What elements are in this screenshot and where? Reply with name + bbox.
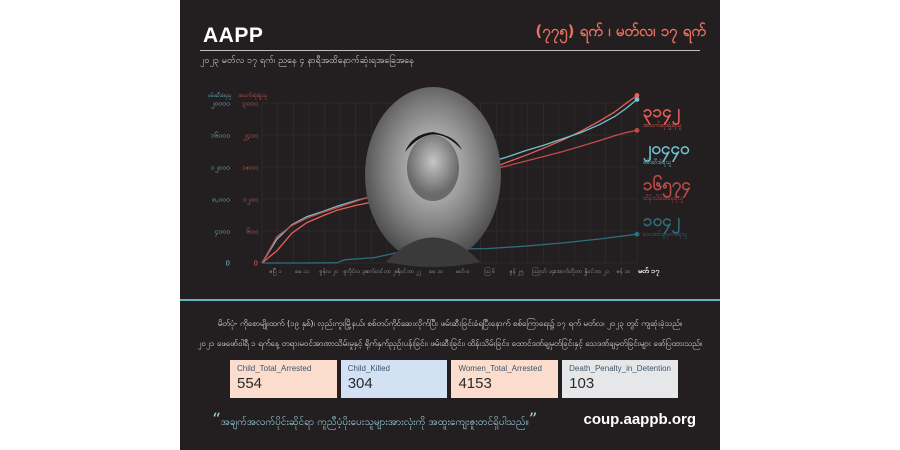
series-end-marker: [634, 97, 640, 102]
series-name-label: သေဒဏ်ချမှတ်ခံရသူ: [643, 230, 687, 239]
headline: (၇၇၅) ရက် ၊ မတ်လ၊ ၁၇ ရက်: [535, 22, 706, 40]
right-tick-label: ၆၀၀: [246, 228, 258, 236]
series-name-label: ထိန်းသိမ်းခံနေရသူ: [643, 194, 683, 203]
stat-label: Women_Total_Arrested: [458, 364, 542, 373]
subtitle: ၂၀၂၃ မတ်လ ၁၇ ရက်၊ ညနေ ၄ နာရီအထိနောက်ဆုံး…: [200, 56, 414, 66]
x-tick-label: ဇွန်လ ၂၀: [320, 267, 339, 276]
website-link[interactable]: coup.aappb.org: [583, 411, 697, 428]
portrait-photo: [365, 87, 501, 267]
close-quote-icon: ”: [528, 410, 538, 430]
left-tick-label: ၁၂၀၀၀: [211, 164, 230, 173]
x-tick-label: နိုဝင်ဘာ ၂၁: [585, 267, 609, 276]
left-tick-label: ၂၀၀၀၀: [210, 100, 230, 109]
right-tick-label: ၂၄၀၀: [242, 132, 258, 141]
x-tick-label: ဧပြီ ၁: [269, 267, 281, 276]
series-end-marker: [634, 128, 640, 133]
x-tick-label: ဇွန် ၂၅: [510, 267, 524, 276]
series-end-marker: [634, 231, 640, 237]
photo-caption: မိတ်ပုံ- ကိုစောမျိုးထက် (၁၉ နှစ်)၊ လှည်း…: [217, 319, 683, 328]
x-tick-label: ဇူလိုင်လ ၃၀: [343, 267, 368, 276]
chart: ဖမ်းဆီးခံရသူ အသက်ဆုံးရှုံးသူ ၂၀၀၀၀ ၃၀၀၀၁၆…: [208, 87, 691, 277]
stat-label: Death_Penalty_in_Detention: [569, 364, 672, 373]
stat-value: 4153: [458, 375, 492, 392]
left-axis-label: ဖမ်းဆီးခံရသူ: [208, 93, 232, 99]
acknowledgement: “အချက်အလက်ပိုင်းဆိုင်ရာ ကူညီပံ့ပိုးပေးသူ…: [212, 410, 537, 430]
x-tick-label: မတ် ၈: [456, 267, 469, 275]
x-tick-label: မေ ၁၁: [295, 269, 309, 275]
right-tick-label: 0: [254, 260, 258, 268]
acknowledgement-text: အချက်အလက်ပိုင်းဆိုင်ရာ ကူညီပံ့ပိုးပေးသူမ…: [220, 417, 529, 428]
open-quote-icon: “: [212, 410, 221, 430]
left-tick-label: ၈,၀၀၀: [212, 196, 230, 204]
left-tick-label: 0: [226, 260, 230, 268]
stat-card-women-arrested: Women_Total_Arrested 4153: [451, 360, 559, 398]
x-tick-label: ဇန် ၁၀: [617, 267, 631, 276]
stat-value: 103: [569, 375, 595, 392]
right-tick-label: ၁၂၀၀: [243, 196, 258, 205]
stat-cards: Child_Total_Arrested 554 Child_Killed 30…: [230, 360, 679, 398]
section-divider: [180, 299, 720, 301]
x-tick-label: နိုဝင်ဘာ ၂၂: [397, 267, 421, 276]
description-line: ၂၀၂၁ ဖေဖော်ဝါရီ ၁ ရက်နေ့ တရားမဝင်အာဏာသိမ…: [197, 339, 703, 348]
stat-card-death-penalty: Death_Penalty_in_Detention 103: [562, 360, 679, 398]
x-tick-label: စက်တင်ဘာ ၂၈: [367, 267, 399, 276]
stat-label: Child_Killed: [347, 364, 390, 373]
x-tick-label: အောက်တိုဘာ ၂: [554, 267, 587, 276]
left-tick-label: ၁၆၀၀၀: [210, 132, 230, 140]
stat-value: 554: [237, 375, 263, 392]
series-name-label: ဖမ်းဆီးခံရသူ: [643, 158, 672, 167]
infographic-panel: AAPP (၇၇၅) ရက် ၊ မတ်လ၊ ၁၇ ရက် ၂၀၂၃ မတ်လ …: [180, 0, 720, 450]
right-tick-label: ၁၈၀၀: [242, 164, 258, 172]
series-name-label: အသက်ဆုံးရှုံးရသူ: [643, 121, 682, 130]
stat-card-child-killed: Child_Killed 304: [340, 360, 448, 398]
stat-card-child-arrested: Child_Total_Arrested 554: [230, 360, 337, 398]
divider: [200, 50, 700, 51]
left-tick-label: ၄၀၀၀: [214, 228, 230, 237]
stat-value: 304: [347, 375, 373, 392]
right-axis-label: အသက်ဆုံးရှုံးသူ: [237, 93, 268, 99]
x-tick-label: ဖေ ၁၀: [429, 269, 443, 275]
x-tick-label: ဩဂုတ် ၁၄: [532, 266, 555, 276]
series-total-label: ၁၆၅၇၄: [643, 173, 691, 199]
series-end-marker: [634, 93, 640, 98]
right-tick-label: ၃၀၀၀: [242, 100, 258, 109]
x-tick-label: ဩ ၆: [484, 266, 495, 276]
x-end-label: မတ် ၁၇: [638, 267, 660, 277]
brand-logo: AAPP: [203, 24, 264, 47]
stat-label: Child_Total_Arrested: [237, 364, 312, 373]
